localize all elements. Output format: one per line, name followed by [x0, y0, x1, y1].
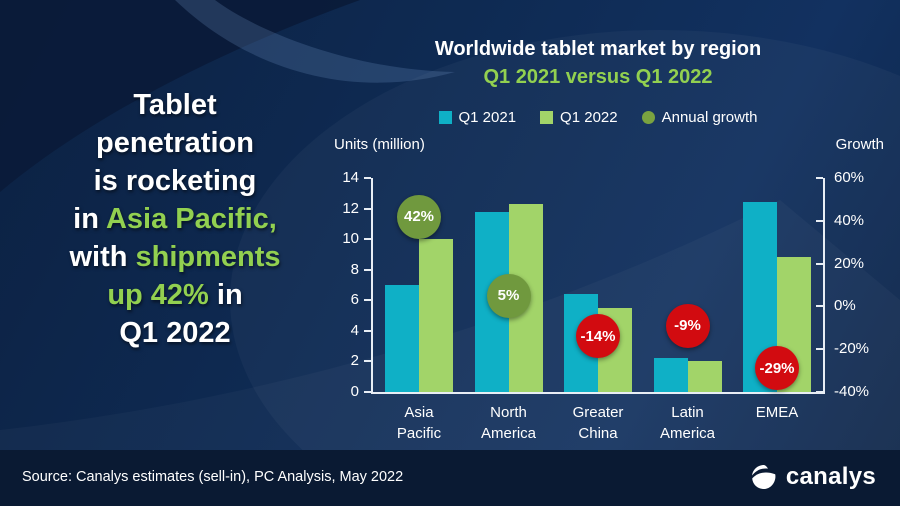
- headline-text: Tablet: [133, 89, 217, 121]
- headline: Tablet penetration is rocketing in Asia Pac…: [10, 86, 340, 352]
- legend-item-q1-2022: Q1 2022: [540, 109, 618, 126]
- chart-subtitle: Q1 2021 versus Q1 2022: [483, 66, 713, 88]
- headline-highlight-text: Asia Pacific,: [105, 203, 277, 235]
- x-axis-line: [371, 392, 825, 394]
- left-axis-tick-label: 2: [350, 352, 359, 370]
- headline-line: is rocketing: [10, 162, 340, 200]
- right-axis-tick-label: 20%: [834, 254, 865, 272]
- chart-legend: Q1 2021 Q1 2022 Annual growth: [325, 109, 871, 126]
- right-axis-tick-label: -40%: [834, 383, 870, 400]
- headline-line: in Asia Pacific,: [10, 200, 340, 238]
- chart-title: Worldwide tablet market by region: [434, 38, 762, 60]
- right-axis-tick-label: 0%: [834, 297, 856, 315]
- bar-q1-2022-latin-america: [687, 361, 722, 392]
- legend-label-q1-2022: Q1 2022: [560, 109, 618, 126]
- chart-title-block: Worldwide tablet market by region Q1 202…: [325, 38, 871, 89]
- left-axis-tick-label: 0: [350, 383, 359, 400]
- left-axis-tick: [364, 299, 371, 302]
- left-axis-tick: [364, 268, 371, 271]
- x-category-line: EMEA: [755, 404, 799, 421]
- headline-text: in: [216, 279, 243, 311]
- right-axis-title: Growth: [835, 136, 884, 153]
- headline-text: is rocketing: [93, 165, 257, 197]
- headline-text: Q1 2022: [119, 317, 231, 349]
- source-text: Source: Canalys estimates (sell-in), PC …: [22, 469, 404, 485]
- legend-swatch-q1-2022-icon: [540, 111, 554, 124]
- headline-line: Q1 2022: [10, 314, 340, 352]
- left-axis-tick-label: 4: [350, 321, 359, 339]
- headline-text: in: [73, 203, 106, 235]
- right-axis-tick-label: -20%: [834, 340, 870, 358]
- left-axis-tick: [364, 360, 371, 363]
- canalys-logo-text: canalys: [785, 463, 876, 490]
- right-axis-tick-label: 60%: [834, 169, 865, 186]
- canalys-logo: canalys: [750, 463, 876, 491]
- left-axis-line: [371, 178, 373, 394]
- legend-swatch-q1-2021-icon: [438, 111, 452, 124]
- growth-bubble-latin-america: -9%: [665, 303, 710, 348]
- footer-strip: Source: Canalys estimates (sell-in), PC …: [0, 450, 900, 506]
- x-category-label-latin-america: Latin America: [633, 402, 743, 444]
- legend-label-q1-2021: Q1 2021: [458, 109, 517, 126]
- x-category-line: North: [490, 404, 527, 421]
- canalys-logo-icon: [751, 465, 776, 489]
- left-axis-tick: [364, 391, 371, 393]
- right-axis-tick: [816, 177, 823, 179]
- headline-line: Tablet: [10, 86, 340, 124]
- headline-text: with: [69, 241, 136, 273]
- x-category-label-greater-china: Greater China: [543, 402, 653, 444]
- left-axis-tick-label: 8: [350, 260, 359, 278]
- left-axis-tick: [364, 207, 371, 210]
- left-axis-tick-label: 14: [342, 169, 359, 186]
- x-category-label-north-america: North America: [454, 402, 564, 444]
- right-axis-tick-label: 40%: [834, 211, 865, 229]
- x-category-line: Pacific: [396, 425, 442, 442]
- bar-q1-2021-asia-pacific: [385, 285, 419, 392]
- growth-bubble-emea: -29%: [755, 346, 799, 391]
- legend-label-annual-growth: Annual growth: [661, 109, 758, 126]
- growth-bubble-greater-china: -14%: [576, 314, 620, 359]
- left-axis-tick: [364, 329, 371, 332]
- left-axis-tick-label: 12: [342, 199, 359, 217]
- bar-q1-2021-latin-america: [653, 358, 688, 392]
- x-category-label-asia-pacific: Asia Pacific: [364, 402, 474, 444]
- right-axis-tick: [816, 262, 823, 265]
- headline-highlight-text: up 42%: [107, 279, 217, 311]
- legend-item-q1-2021: Q1 2021: [438, 109, 517, 126]
- x-category-line: Greater: [572, 404, 624, 421]
- x-category-label-emea: EMEA: [722, 402, 832, 423]
- right-axis-line: [823, 178, 825, 394]
- growth-bubble-asia-pacific: 42%: [397, 194, 441, 239]
- headline-highlight-text: shipments: [135, 241, 281, 273]
- headline-line: with shipments: [10, 238, 340, 276]
- legend-swatch-annual-growth-icon: [641, 111, 655, 124]
- right-axis-tick: [816, 391, 823, 393]
- growth-bubble-north-america: 5%: [486, 273, 531, 318]
- headline-text: penetration: [96, 127, 254, 159]
- bar-q1-2022-asia-pacific: [419, 239, 453, 392]
- x-category-line: China: [578, 425, 618, 442]
- left-axis-title: Units (million): [334, 136, 425, 153]
- x-category-line: America: [659, 425, 715, 442]
- headline-line: up 42% in: [10, 276, 340, 314]
- right-axis-tick: [816, 348, 823, 351]
- right-axis-tick: [816, 305, 823, 308]
- legend-item-annual-growth: Annual growth: [641, 109, 758, 126]
- x-category-line: Asia: [404, 404, 434, 421]
- headline-line: penetration: [10, 124, 340, 162]
- x-category-line: Latin: [671, 404, 704, 421]
- left-axis-tick-label: 6: [350, 291, 359, 309]
- left-axis-tick-label: 10: [342, 230, 359, 248]
- left-axis-tick: [364, 238, 371, 241]
- x-category-line: America: [480, 425, 536, 442]
- left-axis-tick: [364, 177, 371, 179]
- right-axis-tick: [816, 219, 823, 222]
